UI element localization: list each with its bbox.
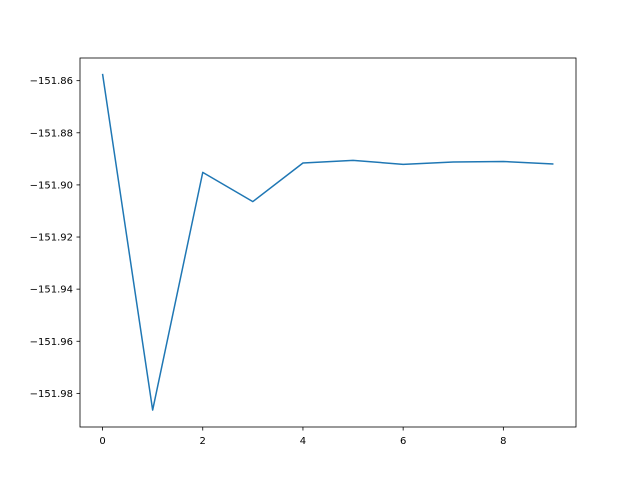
x-tick-label: 6 <box>400 436 406 447</box>
x-tick-label: 4 <box>300 436 306 447</box>
axes-frame <box>80 58 576 427</box>
y-tick-label: −151.98 <box>30 389 73 400</box>
x-tick-label: 2 <box>200 436 206 447</box>
series-line <box>103 74 554 410</box>
x-axis: 0 2 4 6 8 <box>99 427 506 447</box>
y-tick-label: −151.92 <box>30 233 73 244</box>
y-tick-label: −151.96 <box>30 337 73 348</box>
y-tick-label: −151.86 <box>30 76 73 87</box>
x-tick-label: 0 <box>99 436 105 447</box>
y-tick-label: −151.88 <box>30 128 73 139</box>
y-axis: −151.86 −151.88 −151.90 −151.92 −151.94 −151.… <box>30 76 80 400</box>
x-tick-label: 8 <box>500 436 506 447</box>
y-tick-label: −151.90 <box>30 180 73 191</box>
plot-area <box>102 74 553 410</box>
y-tick-label: −151.94 <box>30 285 73 296</box>
